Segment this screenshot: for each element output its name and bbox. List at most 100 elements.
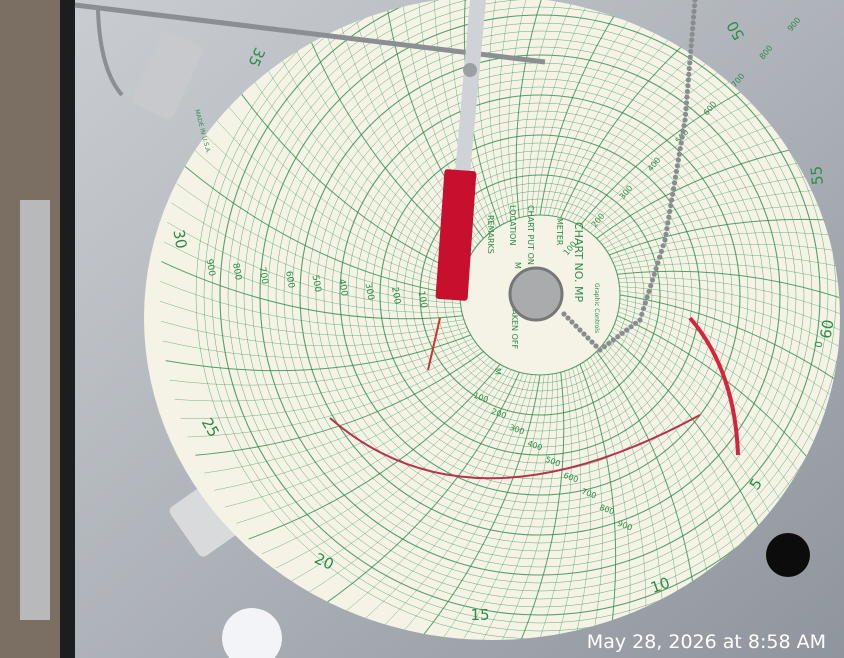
grid-ring [387,142,693,448]
grid-ring [283,38,797,552]
chart-form: CHART NO. MP Graphic Controls METER CHART P… [486,205,600,375]
bead [690,25,696,32]
bead [628,324,634,330]
grid-arc [596,134,840,239]
grid-arc [508,0,554,219]
grid-arc [447,374,549,640]
grid-arc [261,366,504,555]
plate-hole [766,533,810,577]
bead [673,168,680,175]
grid-arc [433,0,494,231]
pen-trace [329,414,701,480]
grid-arc [253,45,466,267]
pen-trace [688,316,740,456]
grid-ring [315,70,765,520]
pen-trace [427,317,441,371]
grid-ring [331,86,749,504]
bead [610,337,616,343]
grid-arc [486,373,558,640]
pen [435,169,477,301]
grid-arc [166,221,461,308]
bead [687,54,693,60]
brand: Graphic Controls [593,283,600,333]
grid-arc [619,286,840,388]
bead [690,20,696,26]
grid-arc [466,374,553,640]
grid-arc [228,76,463,275]
bead [662,237,668,243]
grid-ring [291,46,789,544]
grid-arc [618,307,840,480]
grid-arc [543,0,689,216]
grid-arc [290,369,512,582]
bead [671,180,678,186]
grid-ring [211,0,840,624]
bead [597,347,603,353]
grid-arc [198,127,461,287]
grid-arc [160,320,467,347]
grid-arc [617,270,840,329]
grid-arc [526,371,572,640]
bead [689,37,695,43]
bead [664,225,670,232]
grid-ring [347,102,733,488]
grid-arc [506,372,565,640]
grid-arc [182,164,461,296]
bead [585,335,591,341]
grid-arc [613,243,840,270]
grid-arc [618,277,840,349]
chart-no: CHART NO. MP [572,222,585,302]
grid-ring [259,14,821,576]
bead [683,100,690,106]
bead [670,185,677,192]
grid-arc [207,110,462,283]
grid-arc [171,202,461,304]
grid-arc [527,0,614,216]
rim-label: 30 [169,228,190,250]
bracket [132,31,203,119]
grid-arc [224,359,494,508]
grid-arc [355,373,528,628]
bead [577,327,583,333]
bead [670,191,676,197]
grid-arc [499,0,534,221]
scale-label: 200 [389,286,402,305]
grid-arc [611,232,840,259]
grid-arc [614,254,840,289]
grid-ring [339,94,741,496]
bead [681,123,687,129]
bead [632,320,639,326]
scale-label: 100 [416,290,429,309]
bead [649,277,656,283]
grid-arc [619,282,840,369]
bead [684,88,690,95]
grid-arc [180,345,478,419]
grid-arc [372,374,532,637]
pen-arm [455,0,486,175]
grid-arc [204,354,487,474]
scale-label: 400 [336,278,349,297]
grid-arc [338,373,524,618]
bead [606,340,612,346]
bead [680,128,686,135]
bead [593,343,599,349]
grid-ring [323,78,757,512]
bead [640,305,647,312]
grid-arc [190,146,461,292]
grid-ring [355,110,725,480]
bead [683,105,689,112]
grid-arc [619,294,840,426]
rim-label: 15 [470,606,489,624]
grid-arc [619,298,840,444]
grid-arc [599,152,840,242]
sticker [222,608,282,658]
rod [96,9,124,97]
rim-label: 60 [817,318,838,340]
form-field: LOCATION [508,205,517,245]
bead [688,48,694,55]
bead [666,214,672,220]
rim-label: 0 [814,340,826,348]
grid-ring [227,0,840,608]
grid-arc [275,367,508,569]
